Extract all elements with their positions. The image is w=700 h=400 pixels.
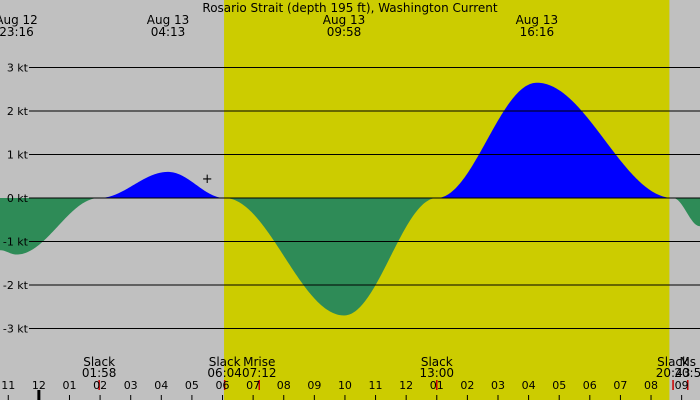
y-tick-label: 2 kt: [7, 105, 29, 118]
hour-label: 04: [154, 379, 168, 392]
current-time-marker: +: [202, 172, 213, 187]
hour-label: 11: [1, 379, 15, 392]
hour-label: 03: [124, 379, 138, 392]
event-time: 20:5: [674, 366, 700, 380]
hour-label: 05: [552, 379, 566, 392]
extreme-date: Aug 12: [0, 13, 38, 27]
event-label: Mrise: [243, 355, 275, 369]
event-label: Slack: [421, 355, 453, 369]
extreme-time: 09:58: [327, 25, 362, 39]
y-tick-label: -2 kt: [3, 279, 29, 292]
extreme-date: Aug 13: [516, 13, 559, 27]
hour-label: 06: [216, 379, 230, 392]
event-time: 07:12: [242, 366, 277, 380]
extreme-date: Aug 13: [147, 13, 190, 27]
hour-label: 02: [460, 379, 474, 392]
event-label: Slack: [209, 355, 241, 369]
hour-label: 06: [583, 379, 597, 392]
event-label: Ms: [679, 355, 696, 369]
chart-title: Rosario Strait (depth 195 ft), Washingto…: [202, 1, 498, 15]
y-tick-label: 3 kt: [7, 62, 29, 75]
hour-label: 07: [613, 379, 627, 392]
hour-label: 09: [675, 379, 689, 392]
hour-label: 01: [62, 379, 76, 392]
event-time: 20:43: [656, 366, 691, 380]
extreme-time: 04:13: [151, 25, 186, 39]
hour-label: 12: [32, 379, 46, 392]
event-label: Slack: [657, 355, 689, 369]
y-tick-label: -3 kt: [3, 323, 29, 336]
event-time: 01:58: [82, 366, 117, 380]
hour-label: 11: [369, 379, 383, 392]
event-time: 06:04: [207, 366, 242, 380]
hour-label: 07: [246, 379, 260, 392]
hour-label: 09: [307, 379, 321, 392]
extreme-time: 16:16: [520, 25, 555, 39]
hour-label: 02: [93, 379, 107, 392]
y-tick-label: 0 kt: [7, 192, 29, 205]
hour-label: 03: [491, 379, 505, 392]
hour-label: 12: [399, 379, 413, 392]
extreme-date: Aug 13: [323, 13, 366, 27]
ebb-area: [0, 198, 700, 316]
event-label: Slack: [83, 355, 115, 369]
flood-area: [0, 82, 700, 198]
hour-label: 04: [522, 379, 536, 392]
hour-label: 01: [430, 379, 444, 392]
hour-label: 10: [338, 379, 352, 392]
event-time: 13:00: [419, 366, 454, 380]
extreme-time: 23:16: [0, 25, 34, 39]
y-tick-label: 1 kt: [7, 149, 29, 162]
hour-label: 05: [185, 379, 199, 392]
y-tick-label: -1 kt: [3, 236, 29, 249]
hour-label: 08: [644, 379, 658, 392]
hour-label: 08: [277, 379, 291, 392]
